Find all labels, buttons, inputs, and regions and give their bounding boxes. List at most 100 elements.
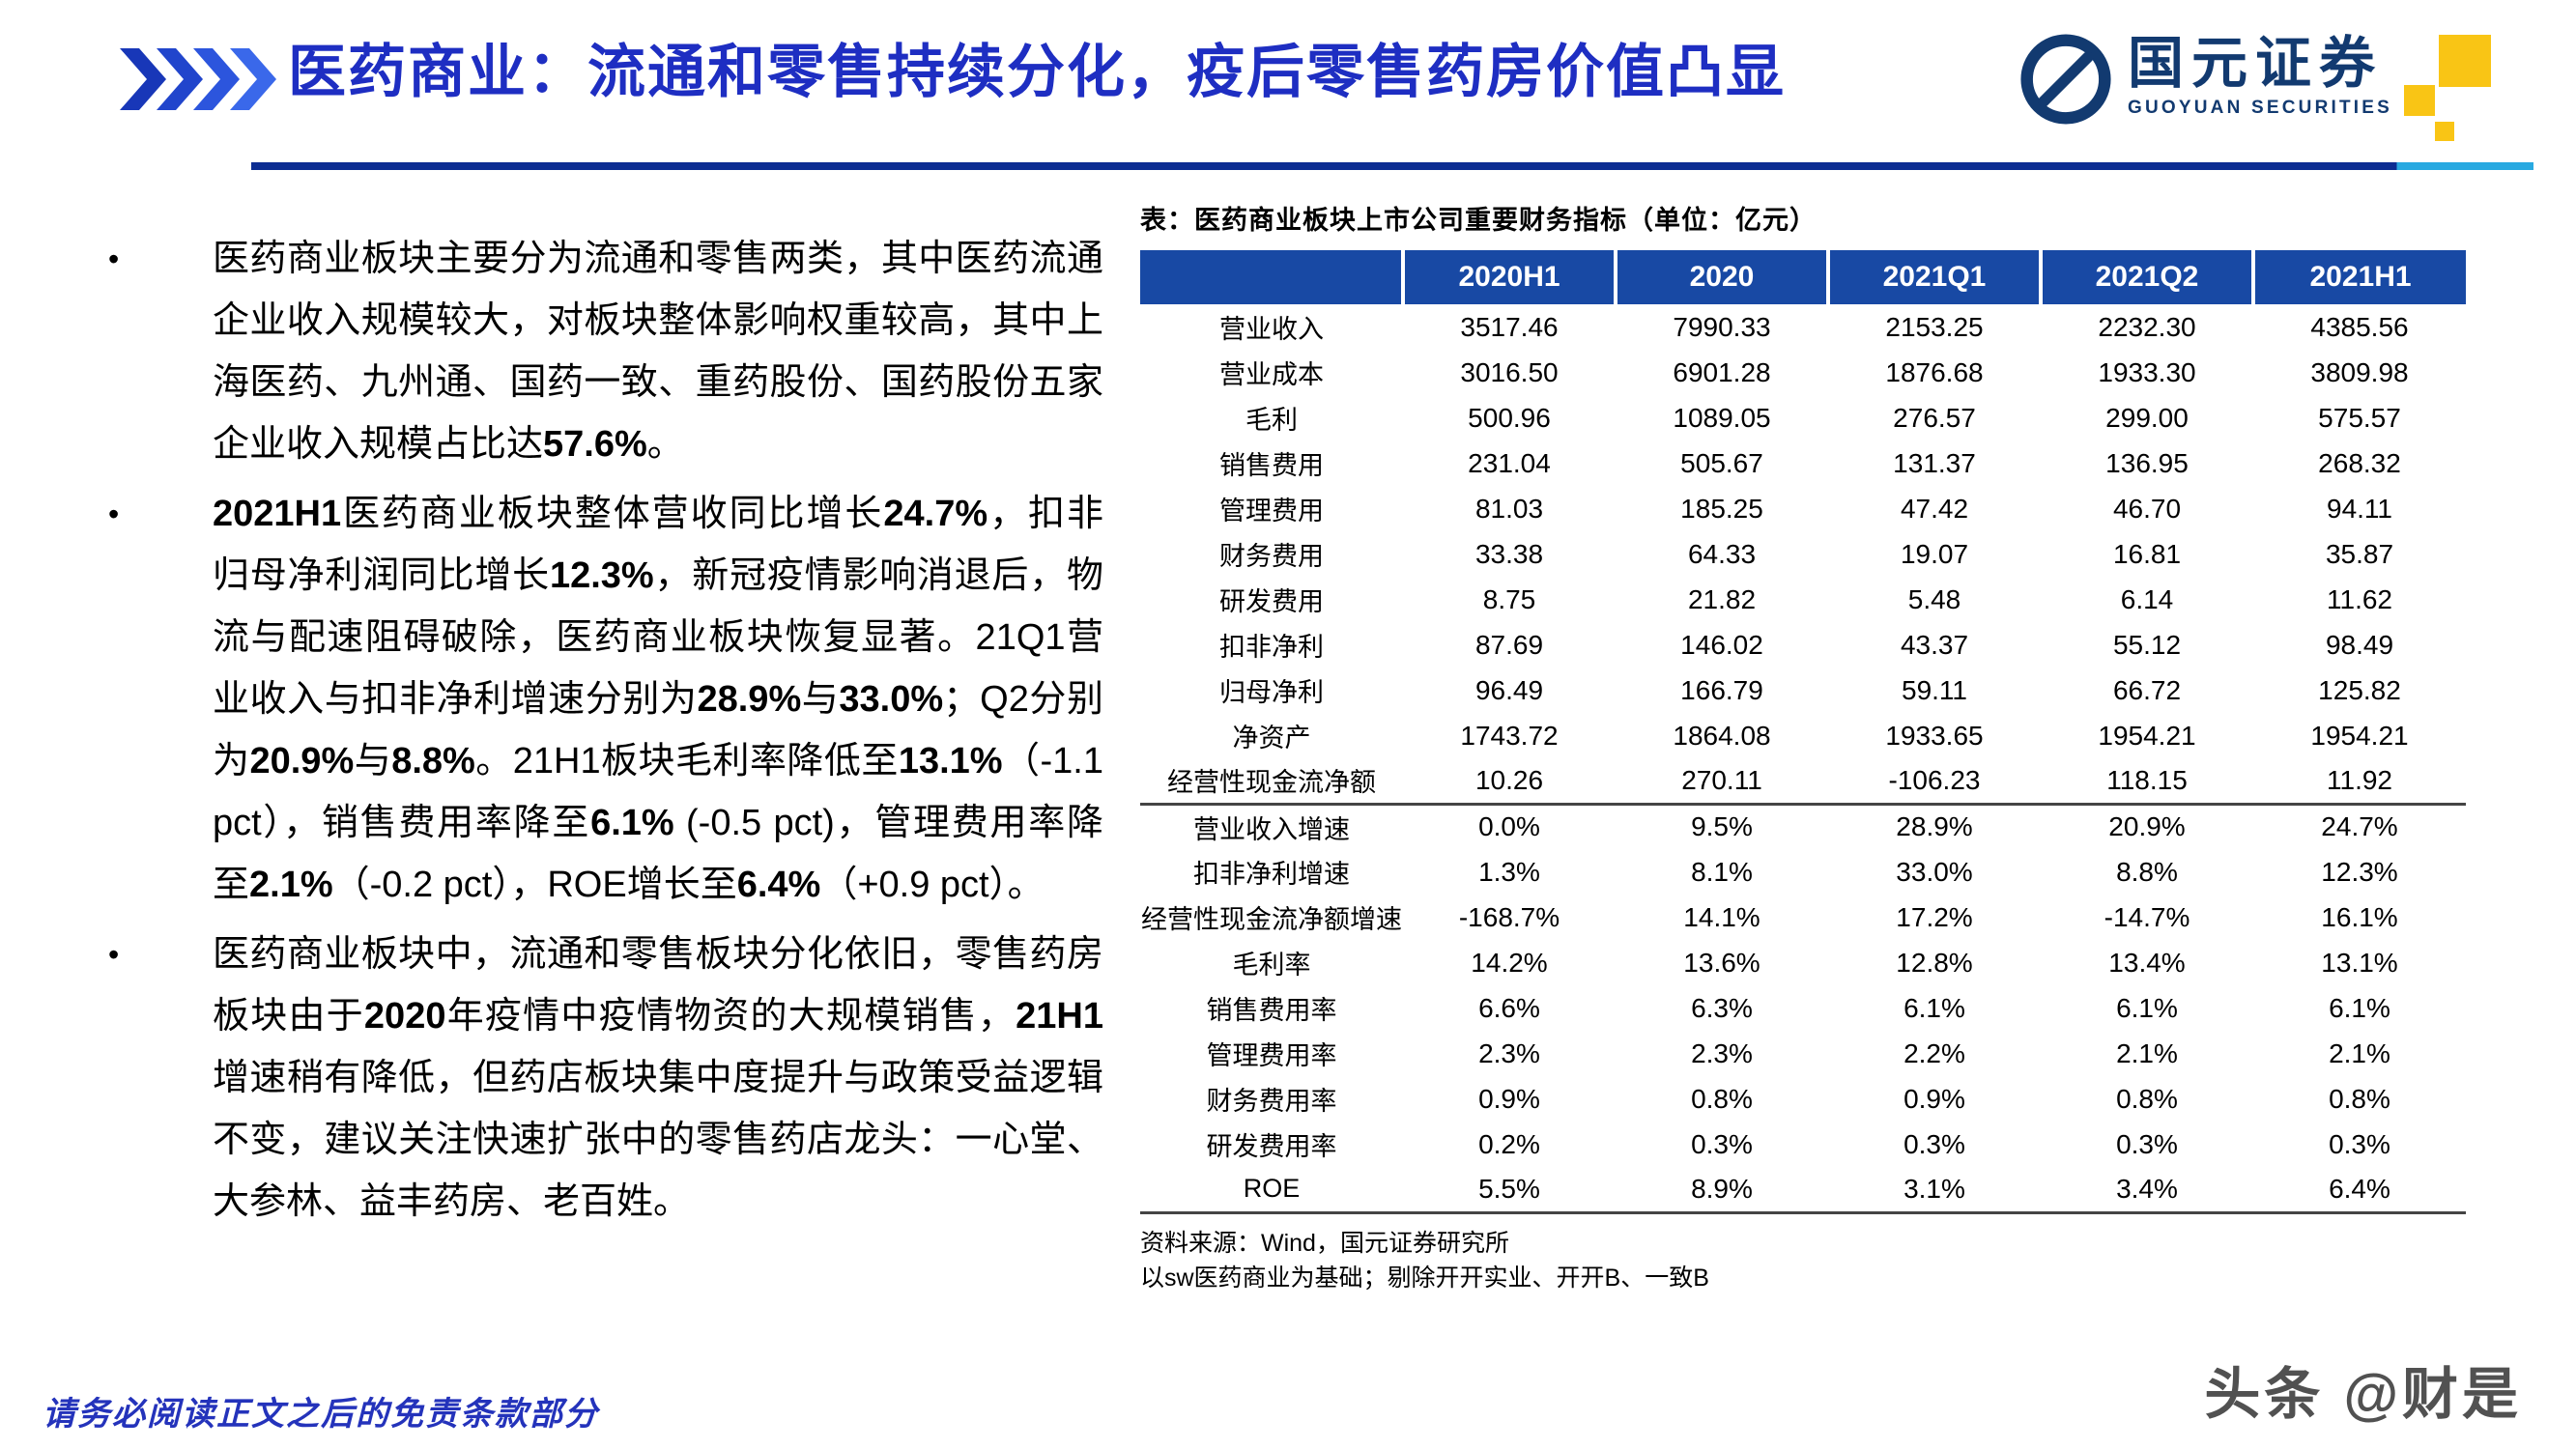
- value-cell: 5.5%: [1478, 1173, 1540, 1204]
- row-label-cell: 营业收入: [1219, 315, 1324, 344]
- table-row: ROE 5.5% 8.9% 3.1% 3.4% 6.4%: [1140, 1167, 2466, 1212]
- bullet-text: 医药商业板块中，流通和零售板块分化依旧，零售药房板块由于2020年疫情中疫情物资…: [213, 923, 1103, 1233]
- watermark-text: 头条 @财是: [2204, 1363, 2522, 1426]
- row-label-cell: 经营性现金流净额: [1167, 768, 1376, 798]
- value-cell: 7990.33: [1673, 311, 1771, 342]
- value-cell: 231.04: [1468, 447, 1551, 478]
- row-label-cell: 毛利: [1245, 406, 1298, 435]
- bullet-bold-text: 2020: [363, 996, 446, 1037]
- value-cell: 8.1%: [1691, 856, 1753, 887]
- value-cell: 6.1%: [1903, 992, 1965, 1023]
- bullet-bold-text: 6.1%: [590, 803, 674, 843]
- corner-cell: [1140, 250, 1403, 304]
- value-cell: 96.49: [1474, 674, 1544, 705]
- table-body: 营业收入 3517.46 7990.33 2153.25 2232.30 4385.56 营…: [1140, 304, 2466, 1212]
- bullet-regular-text: ；Q2分别为: [213, 679, 1103, 781]
- logo-name: 国元证券: [2128, 32, 2384, 95]
- value-cell: 3.1%: [1903, 1173, 1965, 1204]
- value-cell: 1864.08: [1673, 720, 1771, 751]
- table-row: 毛利率 14.2% 13.6% 12.8% 13.4% 13.1%: [1140, 940, 2466, 985]
- bullet-regular-text: 。: [646, 424, 684, 465]
- row-label-cell: 销售费用: [1219, 451, 1324, 480]
- bullet-bold-text: 24.7%: [883, 494, 988, 534]
- row-label-cell: 毛利率: [1232, 951, 1311, 980]
- value-cell: 2.1%: [2329, 1037, 2390, 1068]
- value-cell: 0.8%: [2329, 1083, 2390, 1114]
- value-cell: 131.37: [1893, 447, 1976, 478]
- value-cell: 0.3%: [2116, 1128, 2178, 1159]
- bullet-regular-text: ，扣非归母净利润同比增长: [213, 494, 1103, 596]
- value-cell: 268.32: [2318, 447, 2401, 478]
- value-cell: 64.33: [1687, 538, 1757, 569]
- bullet-text: 医药商业板块主要分为流通和零售两类，其中医药流通企业收入规模较大，对板块整体影响…: [213, 228, 1103, 475]
- table-row: 归母净利 96.49 166.79 59.11 66.72 125.82: [1140, 668, 2466, 713]
- bullet-bold-text: 2021H1: [213, 494, 342, 534]
- value-cell: 0.9%: [1478, 1083, 1540, 1114]
- value-cell: -106.23: [1888, 764, 1981, 795]
- value-cell: 2.3%: [1691, 1037, 1753, 1068]
- value-cell: 1876.68: [1885, 356, 1984, 387]
- company-logo: 国元证券 GUOYUAN SECURITIES: [2019, 33, 2493, 145]
- value-cell: 9.5%: [1616, 802, 1828, 849]
- table-row: 扣非净利增速 1.3% 8.1% 33.0% 8.8% 12.3%: [1140, 849, 2466, 895]
- bullet-regular-text: （+0.9 pct）。: [820, 865, 1045, 905]
- value-cell: 43.37: [1900, 629, 1969, 660]
- row-label-cell: 扣非净利: [1219, 633, 1324, 662]
- value-cell: 146.02: [1680, 629, 1763, 660]
- bullet-bold-text: 13.1%: [898, 741, 1003, 781]
- value-cell: 0.0%: [1403, 802, 1616, 849]
- column-header-cell: 2021H1: [2251, 250, 2466, 304]
- bullet-item: • 2021H1医药商业板块整体营收同比增长24.7%，扣非归母净利润同比增长12…: [100, 483, 1103, 916]
- table-section: 表：医药商业板块上市公司重要财务指标（单位：亿元） 2020H1 2020 2021…: [1140, 199, 2466, 1295]
- table-row: 营业收入增速 0.0% 9.5% 28.9% 20.9% 24.7%: [1140, 802, 2466, 849]
- table-row: 财务费用 33.38 64.33 19.07 16.81 35.87: [1140, 531, 2466, 577]
- column-header-cell: 2020H1: [1401, 250, 1616, 304]
- row-label-cell: 扣非净利增速: [1193, 860, 1350, 889]
- value-cell: 8.9%: [1691, 1173, 1753, 1204]
- source-note-1: 资料来源：Wind，国元证券研究所: [1140, 1229, 1509, 1257]
- bullet-marker: •: [108, 242, 120, 276]
- value-cell: 136.95: [2105, 447, 2189, 478]
- bullet-item: • 医药商业板块主要分为流通和零售两类，其中医药流通企业收入规模较大，对板块整体影…: [100, 228, 1103, 475]
- value-cell: 0.8%: [1691, 1083, 1753, 1114]
- value-cell: 1.3%: [1478, 856, 1540, 887]
- disclaimer-text: 请务必阅读正文之后的免责条款部分: [43, 1397, 599, 1433]
- table-row: 经营性现金流净额增速 -168.7% 14.1% 17.2% -14.7% 16.1%: [1140, 895, 2466, 940]
- value-cell: 87.69: [1474, 629, 1544, 660]
- table-row: 销售费用 231.04 505.67 131.37 136.95 268.32: [1140, 440, 2466, 486]
- table-row: 销售费用率 6.6% 6.3% 6.1% 6.1% 6.1%: [1140, 985, 2466, 1031]
- value-cell: 47.42: [1900, 493, 1969, 524]
- bullet-bold-text: 8.8%: [391, 741, 475, 781]
- guoyuan-logo-icon: [2020, 34, 2111, 125]
- value-cell: 12.8%: [1896, 947, 1973, 978]
- value-cell: 3809.98: [2310, 356, 2409, 387]
- value-cell: 66.72: [2112, 674, 2182, 705]
- value-cell: 1954.21: [2098, 720, 2196, 751]
- row-label-cell: 经营性现金流净额增速: [1141, 905, 1402, 934]
- bullet-regular-text: 医药商业板块整体营收同比增长: [341, 494, 884, 534]
- row-label-cell: 营业成本: [1219, 360, 1324, 389]
- bullet-bold-text: 6.4%: [736, 865, 821, 905]
- bullet-regular-text: 与: [801, 679, 840, 720]
- table-row: 毛利 500.96 1089.05 276.57 299.00 575.57: [1140, 395, 2466, 440]
- value-cell: 1933.65: [1885, 720, 1984, 751]
- row-label-cell: ROE: [1243, 1174, 1301, 1204]
- bullet-text: 2021H1医药商业板块整体营收同比增长24.7%，扣非归母净利润同比增长12.…: [213, 483, 1103, 916]
- value-cell: 94.11: [2327, 493, 2392, 524]
- value-cell: 20.9%: [2041, 802, 2253, 849]
- bullet-marker: •: [108, 937, 120, 972]
- page-title: 医药商业：流通和零售持续分化，疫后零售药房价值凸显: [288, 41, 1786, 104]
- value-cell: 2153.25: [1885, 311, 1984, 342]
- value-cell: 1954.21: [2310, 720, 2409, 751]
- yellow-square-decoration: [2404, 85, 2436, 116]
- value-cell: 2.1%: [2116, 1037, 2178, 1068]
- chevrons-icon: [120, 48, 276, 110]
- bullet-regular-text: 。21H1板块毛利率降低至: [474, 741, 899, 781]
- value-cell: 14.1%: [1683, 901, 1760, 932]
- value-cell: 0.3%: [2329, 1128, 2390, 1159]
- table-row: 营业成本 3016.50 6901.28 1876.68 1933.30 3809.98: [1140, 350, 2466, 395]
- value-cell: 1743.72: [1460, 720, 1559, 751]
- value-cell: 6.1%: [2116, 992, 2178, 1023]
- value-cell: 28.9%: [1828, 802, 2041, 849]
